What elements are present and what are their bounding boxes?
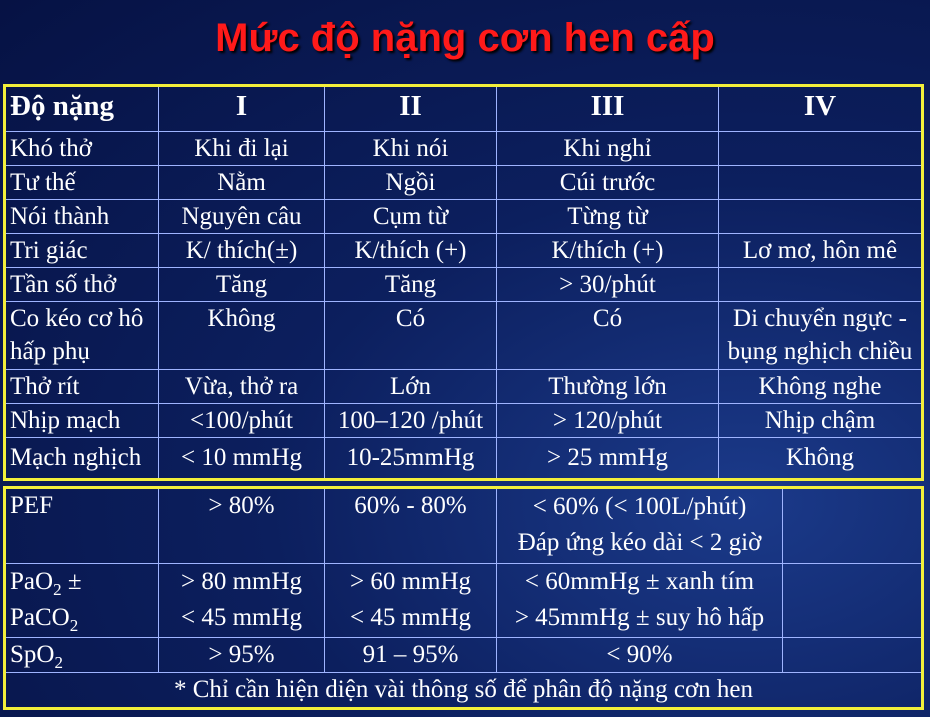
row-label: Nhịp mạch bbox=[4, 403, 159, 438]
table-row: Khó thở Khi đi lại Khi nói Khi nghỉ bbox=[4, 131, 923, 166]
table-cell bbox=[718, 131, 923, 166]
table-header-row: Độ nặng I II III IV bbox=[4, 85, 923, 132]
pef-severe-line1: < 60% (< 100L/phút) bbox=[532, 493, 747, 520]
table-cell: Nguyên câu bbox=[158, 199, 325, 234]
table-cell: Nằm bbox=[158, 165, 325, 200]
severity-table: Độ nặng I II III IV Khó thở Khi đi lại K… bbox=[3, 84, 924, 481]
table-cell: Ngồi bbox=[324, 165, 497, 200]
table-cell: 60% - 80% bbox=[324, 487, 497, 564]
paco2-label: PaCO2 bbox=[10, 603, 79, 635]
table-cell: > 95% bbox=[158, 637, 325, 674]
table-cell bbox=[782, 562, 923, 639]
table-cell: <100/phút bbox=[158, 403, 325, 438]
table-cell: Tăng bbox=[324, 267, 497, 302]
table-row-spo2: SpO2 > 95% 91 – 95% < 90% bbox=[4, 637, 923, 674]
table-cell: Có bbox=[324, 301, 497, 370]
row-label: Khó thở bbox=[4, 131, 159, 166]
table-cell: Lớn bbox=[324, 369, 497, 404]
table-cell: < 10 mmHg bbox=[158, 437, 325, 480]
row-label: Nói thành bbox=[4, 199, 159, 234]
table-cell: Khi nghỉ bbox=[496, 131, 719, 166]
table-cell bbox=[718, 199, 923, 234]
table-row-footnote: * Chỉ cần hiện diện vài thông số để phân… bbox=[4, 672, 923, 709]
row-label-pef: PEF bbox=[4, 487, 159, 564]
table-row-blood-gas: PaO2 ± PaCO2 > 80 mmHg < 45 mmHg > 60 mm… bbox=[4, 562, 923, 639]
table-cell: > 80% bbox=[158, 487, 325, 564]
table-cell: 91 – 95% bbox=[324, 637, 497, 674]
table-cell bbox=[718, 165, 923, 200]
table-cell: > 60 mmHg < 45 mmHg bbox=[324, 562, 497, 639]
table-cell: 100–120 /phút bbox=[324, 403, 497, 438]
table-row: Tần số thở Tăng Tăng > 30/phút bbox=[4, 267, 923, 302]
table-row: Tư thế Nằm Ngồi Cúi trước bbox=[4, 165, 923, 200]
table-cell: K/ thích(±) bbox=[158, 233, 325, 268]
table-row: Nhịp mạch <100/phút 100–120 /phút > 120/… bbox=[4, 403, 923, 438]
row-label: Co kéo cơ hô hấp phụ bbox=[4, 301, 159, 370]
table-cell: Thường lớn bbox=[496, 369, 719, 404]
table-cell: Nhịp chậm bbox=[718, 403, 923, 438]
table-row: Tri giác K/ thích(±) K/thích (+) K/thích… bbox=[4, 233, 923, 268]
table-cell: Tăng bbox=[158, 267, 325, 302]
table-cell: < 60mmHg ± xanh tím > 45mmHg ± suy hô hấ… bbox=[496, 562, 783, 639]
table-cell bbox=[782, 487, 923, 564]
table-cell: K/thích (+) bbox=[496, 233, 719, 268]
page-title: Mức độ nặng cơn hen cấp bbox=[215, 16, 715, 60]
table-cell: > 30/phút bbox=[496, 267, 719, 302]
table-row: Thở rít Vừa, thở ra Lớn Thường lớn Không… bbox=[4, 369, 923, 404]
table-cell: K/thích (+) bbox=[324, 233, 497, 268]
footnote: * Chỉ cần hiện diện vài thông số để phân… bbox=[4, 672, 923, 709]
table-row-pef: PEF > 80% 60% - 80% < 60% (< 100L/phút) … bbox=[4, 487, 923, 564]
table-cell: < 90% bbox=[496, 637, 783, 674]
row-label: Tri giác bbox=[4, 233, 159, 268]
table-cell: Vừa, thở ra bbox=[158, 369, 325, 404]
pao2-label: PaO2 ± bbox=[10, 567, 82, 599]
table-cell: Di chuyển ngực - bụng nghịch chiều bbox=[718, 301, 923, 370]
table-cell: Không nghe bbox=[718, 369, 923, 404]
table-cell: Không bbox=[158, 301, 325, 370]
table-cell: Từng từ bbox=[496, 199, 719, 234]
table-cell: > 120/phút bbox=[496, 403, 719, 438]
table-row: Mạch nghịch < 10 mmHg 10-25mmHg > 25 mmH… bbox=[4, 437, 923, 480]
table-cell: > 25 mmHg bbox=[496, 437, 719, 480]
table-row: Co kéo cơ hô hấp phụ Không Có Có Di chuy… bbox=[4, 301, 923, 370]
header-cell: II bbox=[324, 85, 497, 132]
table-cell: Cúi trước bbox=[496, 165, 719, 200]
row-label: Mạch nghịch bbox=[4, 437, 159, 480]
header-cell: I bbox=[158, 85, 325, 132]
row-label: Tần số thở bbox=[4, 267, 159, 302]
table-cell: Có bbox=[496, 301, 719, 370]
row-label-blood-gas: PaO2 ± PaCO2 bbox=[4, 562, 159, 639]
table-cell: Không bbox=[718, 437, 923, 480]
row-label: Thở rít bbox=[4, 369, 159, 404]
table-cell: 10-25mmHg bbox=[324, 437, 497, 480]
table-cell: Khi nói bbox=[324, 131, 497, 166]
measurements-table: PEF > 80% 60% - 80% < 60% (< 100L/phút) … bbox=[3, 486, 924, 710]
table-cell bbox=[782, 637, 923, 674]
table-row: Nói thành Nguyên câu Cụm từ Từng từ bbox=[4, 199, 923, 234]
table-cell-pef-severe: < 60% (< 100L/phút) Đáp ứng kéo dài < 2 … bbox=[496, 487, 783, 564]
header-cell: III bbox=[496, 85, 719, 132]
row-label-spo2: SpO2 bbox=[4, 637, 159, 674]
table-cell bbox=[718, 267, 923, 302]
table-cell: > 80 mmHg < 45 mmHg bbox=[158, 562, 325, 639]
header-cell: IV bbox=[718, 85, 923, 132]
pef-severe-line2: Đáp ứng kéo dài < 2 giờ bbox=[517, 529, 762, 556]
table-cell: Khi đi lại bbox=[158, 131, 325, 166]
table-cell: Cụm từ bbox=[324, 199, 497, 234]
table-cell: Lơ mơ, hôn mê bbox=[718, 233, 923, 268]
header-cell: Độ nặng bbox=[4, 85, 159, 132]
row-label: Tư thế bbox=[4, 165, 159, 200]
